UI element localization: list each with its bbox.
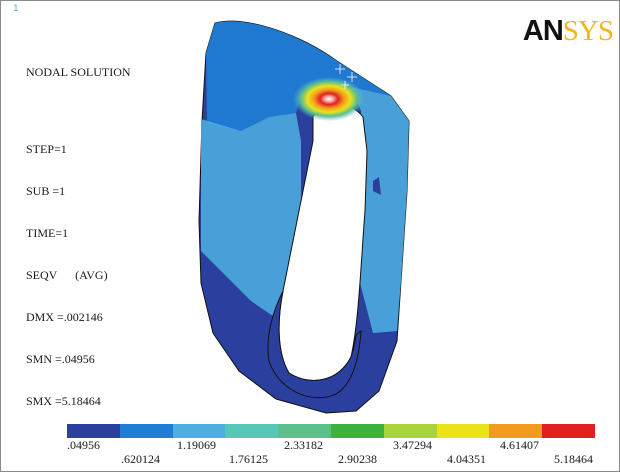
contour-label-bottom-4: 5.18464	[554, 452, 593, 466]
colorbar-segment-2	[172, 424, 226, 438]
colorbar-segment-1	[119, 424, 173, 438]
contour-label-top-4: 4.61407	[500, 438, 539, 452]
stress-hotspot	[293, 77, 365, 121]
smx-label: SMX =5.18464	[26, 394, 101, 408]
sub-label: SUB =1	[26, 184, 66, 198]
colorbar-segment-8	[489, 424, 543, 438]
contour-colorbar	[67, 424, 595, 438]
contour-label-top-2: 2.33182	[284, 438, 323, 452]
logo-text-sys: SYS	[562, 15, 614, 47]
smn-label: SMN =.04956	[26, 352, 95, 366]
step-label: STEP=1	[26, 142, 67, 156]
colorbar-segment-5	[330, 424, 384, 438]
ansys-logo: ANSYS	[522, 15, 614, 47]
colorbar-segment-4	[278, 424, 331, 438]
colorbar-segment-9	[542, 424, 595, 438]
model-notch	[373, 177, 381, 195]
contour-label-top-3: 3.47294	[393, 438, 432, 452]
node-markers	[335, 64, 357, 89]
contour-label-top-0: .04956	[67, 438, 100, 452]
result-label: SEQV (AVG)	[26, 268, 108, 282]
window-number: 1	[13, 4, 19, 14]
contour-label-bottom-0: .620124	[121, 452, 160, 466]
time-label: TIME=1	[26, 226, 69, 240]
solution-info: NODAL SOLUTION STEP=1 SUB =1 TIME=1 SEQV…	[26, 37, 131, 436]
model-top-band	[206, 21, 391, 131]
contour-label-top-1: 1.19069	[177, 438, 216, 452]
colorbar-segment-6	[383, 424, 437, 438]
solution-title: NODAL SOLUTION	[26, 65, 131, 79]
logo-text-an: AN	[522, 15, 564, 47]
model-mid-band	[201, 113, 301, 323]
contour-label-bottom-3: 4.04351	[447, 452, 486, 466]
colorbar-segment-7	[436, 424, 490, 438]
contour-label-bottom-2: 2.90238	[338, 452, 377, 466]
model-inner-rim	[267, 290, 362, 399]
colorbar-segment-3	[225, 424, 279, 438]
dmx-label: DMX =.002146	[26, 310, 103, 324]
contour-label-bottom-1: 1.76125	[229, 452, 268, 466]
colorbar-segment-0	[67, 424, 120, 438]
